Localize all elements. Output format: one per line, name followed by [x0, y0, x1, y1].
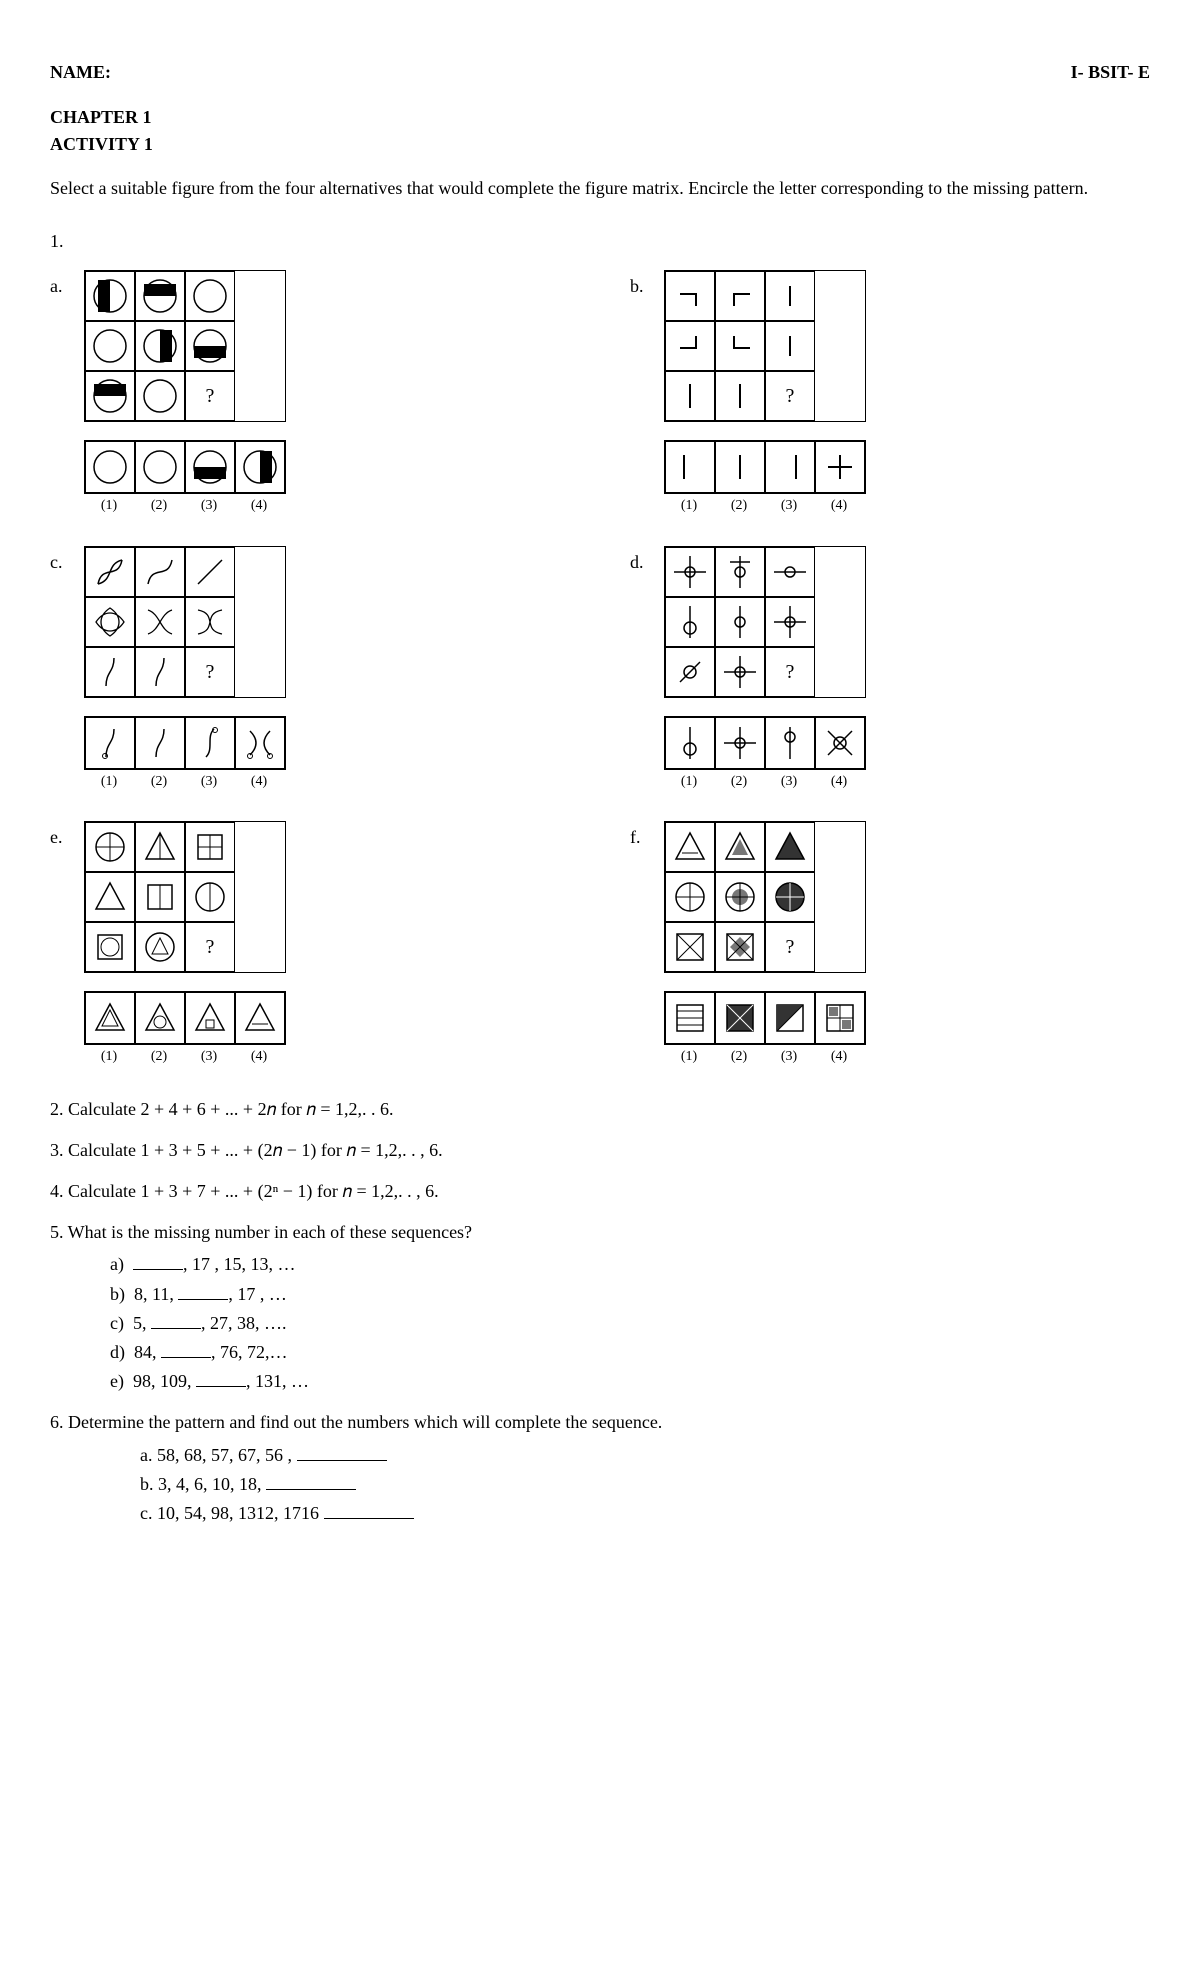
- q5e: e) 98, 109, , 131, …: [110, 1368, 1150, 1394]
- opt-label: (4): [234, 496, 284, 516]
- q1f-missing: ?: [765, 922, 815, 972]
- opt-label: (2): [714, 1047, 764, 1067]
- q3: 3. Calculate 1 + 3 + 5 + ... + (2𝑛 − 1) …: [50, 1138, 1150, 1163]
- q6c: c. 10, 54, 98, 1312, 1716: [140, 1500, 1150, 1526]
- opt-label: (2): [714, 772, 764, 792]
- q1b-missing: ?: [765, 371, 815, 421]
- q1d-label: d.: [630, 546, 650, 792]
- q1c-options: [84, 716, 286, 770]
- opt-label: (2): [134, 496, 184, 516]
- q1a-options: [84, 440, 286, 494]
- q1d-missing: ?: [765, 647, 815, 697]
- q1f-options: [664, 991, 866, 1045]
- q1e-label: e.: [50, 821, 70, 1067]
- opt-label: (3): [764, 772, 814, 792]
- q1a-label: a.: [50, 270, 70, 516]
- instructions: Select a suitable figure from the four a…: [50, 176, 1150, 201]
- q5d: d) 84, , 76, 72,…: [110, 1339, 1150, 1365]
- opt-label: (3): [184, 772, 234, 792]
- q1e-missing: ?: [185, 922, 235, 972]
- q1c-missing: ?: [185, 647, 235, 697]
- q6a: a. 58, 68, 57, 67, 56 ,: [140, 1442, 1150, 1468]
- q1e-matrix: ?: [84, 821, 286, 973]
- q1a-missing: ?: [185, 371, 235, 421]
- q1b-matrix: ?: [664, 270, 866, 422]
- course-code: I- BSIT- E: [1071, 60, 1150, 85]
- opt-label: (3): [764, 1047, 814, 1067]
- q5a: a) , 17 , 15, 13, …: [110, 1251, 1150, 1277]
- opt-label: (1): [664, 1047, 714, 1067]
- q1b-options: [664, 440, 866, 494]
- opt-label: (4): [234, 1047, 284, 1067]
- opt-label: (2): [714, 496, 764, 516]
- q1f-matrix: ?: [664, 821, 866, 973]
- q4: 4. Calculate 1 + 3 + 7 + ... + (2ⁿ − 1) …: [50, 1179, 1150, 1204]
- q5c: c) 5, , 27, 38, ….: [110, 1310, 1150, 1336]
- opt-label: (4): [814, 496, 864, 516]
- q1f-label: f.: [630, 821, 650, 1067]
- opt-label: (1): [84, 1047, 134, 1067]
- opt-label: (4): [234, 772, 284, 792]
- name-label: NAME:: [50, 60, 111, 85]
- q1c-label: c.: [50, 546, 70, 792]
- opt-label: (1): [84, 496, 134, 516]
- opt-label: (4): [814, 1047, 864, 1067]
- chapter-line2: ACTIVITY 1: [50, 132, 1150, 157]
- opt-label: (3): [764, 496, 814, 516]
- q1d-matrix: ?: [664, 546, 866, 698]
- opt-label: (1): [664, 772, 714, 792]
- q5-stem: 5. What is the missing number in each of…: [50, 1220, 1150, 1245]
- opt-label: (2): [134, 772, 184, 792]
- q6-stem: 6. Determine the pattern and find out th…: [50, 1410, 1150, 1435]
- q1c-matrix: ?: [84, 546, 286, 698]
- q1e-options: [84, 991, 286, 1045]
- chapter-line1: CHAPTER 1: [50, 105, 1150, 130]
- q1a-matrix: ?: [84, 270, 286, 422]
- opt-label: (2): [134, 1047, 184, 1067]
- opt-label: (1): [664, 496, 714, 516]
- q5b: b) 8, 11, , 17 , …: [110, 1281, 1150, 1307]
- opt-label: (3): [184, 1047, 234, 1067]
- q1b-label: b.: [630, 270, 650, 516]
- q6b: b. 3, 4, 6, 10, 18,: [140, 1471, 1150, 1497]
- opt-label: (3): [184, 496, 234, 516]
- opt-label: (1): [84, 772, 134, 792]
- q2: 2. Calculate 2 + 4 + 6 + ... + 2𝑛 for 𝑛 …: [50, 1097, 1150, 1122]
- q1d-options: [664, 716, 866, 770]
- opt-label: (4): [814, 772, 864, 792]
- q1-number: 1.: [50, 229, 1150, 254]
